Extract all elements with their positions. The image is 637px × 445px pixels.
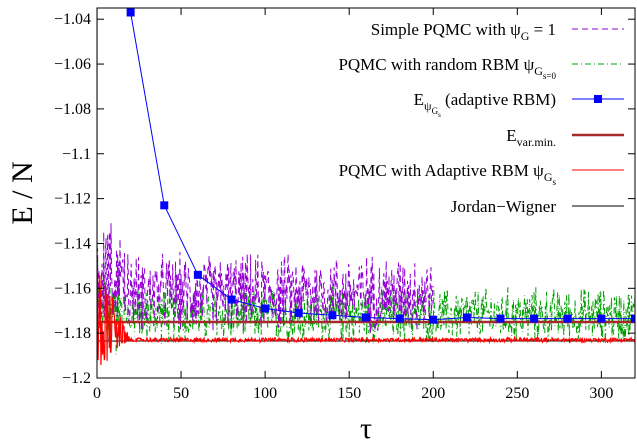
data-point [362, 313, 370, 322]
y-tick-label: −1.14 [54, 235, 91, 252]
y-axis-title: E / N [6, 161, 39, 224]
legend-entry: Evar.min. [506, 126, 624, 149]
x-tick-label: 300 [589, 385, 613, 402]
legend-label: PQMC with random RBM ψGs=0 [338, 55, 556, 81]
y-tick-label: −1.04 [54, 11, 91, 28]
plot-frame [96, 7, 636, 379]
data-point [530, 314, 539, 323]
series-line [97, 223, 434, 347]
x-tick-label: 200 [421, 385, 445, 402]
legend-label: Jordan−Wigner [451, 197, 557, 216]
x-tick-label: 250 [505, 385, 529, 402]
x-tick-label: 100 [253, 385, 277, 402]
y-tick-label: −1.06 [54, 56, 91, 73]
y-tick-label: −1.18 [54, 325, 91, 342]
legend-label: EψGs (adaptive RBM) [414, 90, 556, 119]
legend-label: Simple PQMC with ψG = 1 [371, 20, 556, 43]
y-tick-label: −1.16 [54, 280, 91, 297]
legend-entry: EψGs (adaptive RBM) [414, 90, 624, 119]
data-point [126, 8, 135, 17]
x-tick-label: 0 [93, 385, 101, 402]
series-line [97, 8, 635, 366]
data-point [597, 314, 606, 323]
data-point [496, 314, 505, 323]
y-tick-label: −1.08 [54, 101, 91, 118]
x-tick-label: 150 [337, 385, 361, 402]
data-point [328, 311, 337, 320]
data-point [462, 313, 471, 322]
axis-layer: 0 50 100 150 200 250 300 −1.2 −1.18 −1.16 −1.14 −1.… [54, 8, 635, 402]
series-layer [97, 8, 635, 366]
data-point [193, 270, 202, 279]
data-point [395, 314, 404, 323]
legend-entry: PQMC with random RBM ψGs=0 [338, 55, 624, 81]
data-point [294, 308, 303, 317]
data-point [429, 315, 438, 324]
legend-label: PQMC with Adaptive RBM ψGs [339, 161, 557, 187]
legend-swatch-marker [594, 95, 602, 103]
data-point [160, 201, 169, 210]
y-tick-label: −1.1 [62, 146, 91, 163]
series-line [130, 12, 635, 321]
legend-label: Evar.min. [506, 126, 556, 149]
legend-entry: Jordan−Wigner [451, 197, 624, 216]
data-point [261, 304, 270, 313]
legend: Simple PQMC with ψG = 1 PQMC with random … [338, 20, 624, 216]
y-tick-label: −1.12 [54, 191, 91, 208]
x-axis-title: τ [360, 412, 372, 445]
data-point [227, 295, 236, 304]
y-tick-label: −1.2 [62, 370, 91, 387]
legend-entry: Simple PQMC with ψG = 1 [371, 20, 624, 43]
data-point [563, 314, 572, 323]
data-point [631, 314, 635, 323]
x-tick-label: 50 [173, 385, 189, 402]
series-line [97, 257, 635, 355]
legend-entry: PQMC with Adaptive RBM ψGs [339, 161, 624, 187]
